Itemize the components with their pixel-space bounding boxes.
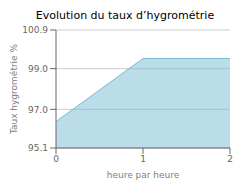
svg-text:0: 0 — [53, 154, 59, 164]
svg-text:97.0: 97.0 — [28, 105, 48, 115]
svg-text:95.1: 95.1 — [28, 143, 48, 153]
svg-text:Taux hygrométrie %: Taux hygrométrie % — [9, 43, 19, 135]
svg-text:2: 2 — [227, 154, 233, 164]
html-text:Evolution du taux d’hygrométri: Evolution du taux d’hygrométrie — [35, 9, 215, 22]
svg-text:1: 1 — [140, 154, 146, 164]
svg-text:99.0: 99.0 — [28, 64, 48, 74]
svg-text:heure par heure: heure par heure — [107, 170, 180, 180]
svg-text:100.9: 100.9 — [22, 25, 48, 35]
